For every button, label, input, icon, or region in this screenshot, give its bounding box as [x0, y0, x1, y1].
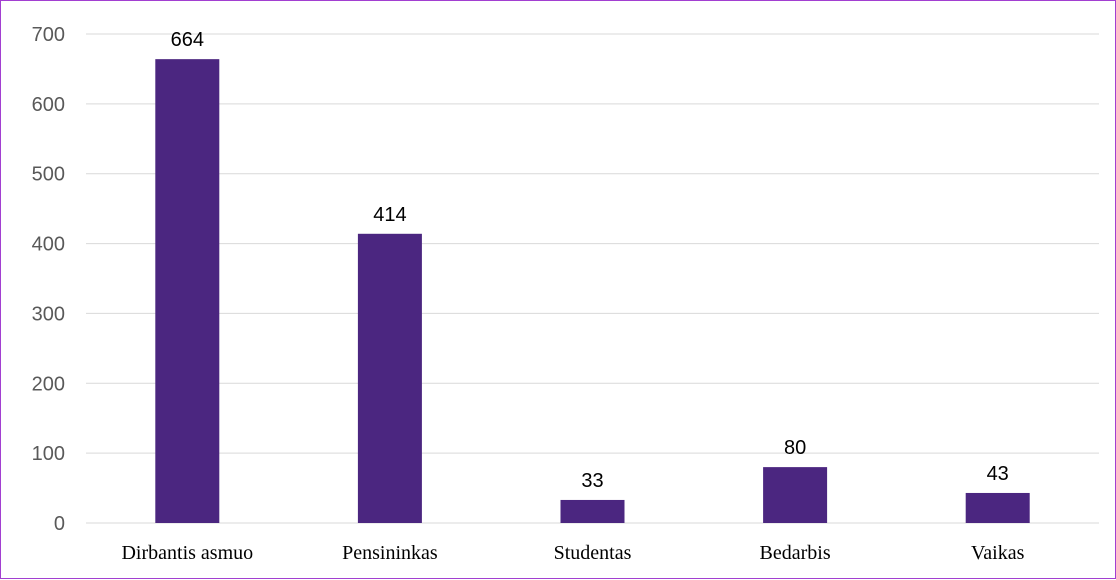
y-tick-label: 400 — [32, 234, 65, 256]
y-axis-ticks: 0 100 200 300 400 500 600 700 — [32, 24, 65, 535]
bar-bedarbis — [763, 467, 828, 523]
y-tick-label: 700 — [32, 24, 65, 46]
y-tick-label: 300 — [32, 303, 65, 325]
x-axis-ticks: Dirbantis asmuo Pensininkas Studentas Bedar… — [121, 542, 1024, 564]
bar-vaikas — [965, 492, 1030, 523]
y-tick-label: 100 — [32, 443, 65, 465]
bar-dirbantis-asmuo — [155, 59, 220, 524]
y-tick-label: 0 — [54, 513, 65, 535]
x-tick-label: Bedarbis — [760, 542, 831, 564]
gridlines — [86, 33, 1099, 524]
data-label: 414 — [373, 204, 406, 226]
x-tick-label: Vaikas — [971, 542, 1025, 564]
data-label: 80 — [784, 437, 806, 459]
x-tick-label: Studentas — [554, 542, 632, 564]
x-tick-label: Dirbantis asmuo — [121, 542, 253, 564]
data-label: 43 — [987, 463, 1009, 485]
x-tick-label: Pensininkas — [342, 542, 438, 564]
y-tick-label: 200 — [32, 373, 65, 395]
bar-pensininkas — [357, 233, 422, 523]
data-label: 33 — [581, 470, 603, 492]
bars — [155, 59, 1030, 524]
y-tick-label: 600 — [32, 94, 65, 116]
data-labels: 664 414 33 80 43 — [171, 29, 1009, 492]
data-label: 664 — [171, 29, 204, 51]
y-tick-label: 500 — [32, 164, 65, 186]
bar-studentas — [560, 499, 625, 523]
